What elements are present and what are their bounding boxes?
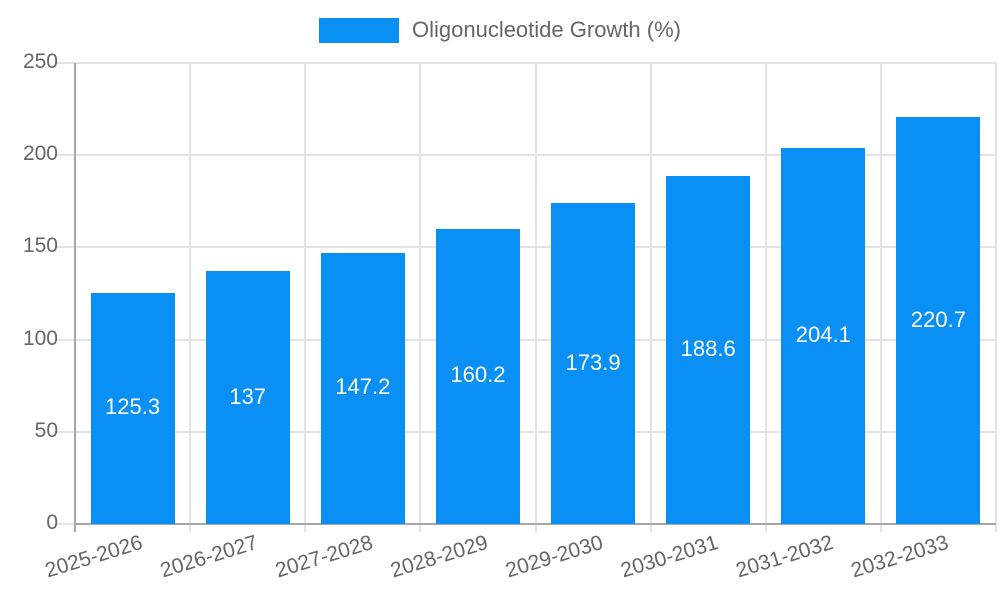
y-tick	[55, 523, 75, 525]
bar-2026-2027[interactable]	[205, 271, 290, 524]
x-gridline	[764, 63, 767, 532]
bar-value-label: 160.2	[450, 362, 506, 388]
y-axis-tick-label: 250	[22, 50, 58, 73]
bar-2031-2032[interactable]	[781, 147, 866, 524]
bar-value-label: 173.9	[565, 349, 621, 375]
bar-2027-2028[interactable]	[320, 252, 405, 524]
x-axis-line	[75, 523, 996, 525]
legend-label: Oligonucleotide Growth (%)	[411, 17, 681, 42]
chart-legend: Oligonucleotide Growth (%)	[0, 17, 1000, 43]
x-gridline	[189, 63, 192, 532]
legend-swatch	[318, 17, 399, 43]
y-axis-tick-label: 150	[22, 234, 58, 258]
y-axis-tick-label: 100	[22, 326, 58, 350]
y-gridline	[55, 154, 996, 157]
y-axis-line	[74, 63, 76, 532]
x-gridline	[304, 63, 307, 532]
y-axis-tick-label: 50	[34, 418, 58, 442]
y-gridline	[55, 246, 996, 249]
bar-value-label: 220.7	[910, 306, 966, 332]
bar-2025-2026[interactable]	[90, 292, 175, 524]
bar-value-label: 188.6	[680, 336, 736, 362]
x-gridline	[649, 63, 652, 532]
bar-2028-2029[interactable]	[435, 228, 520, 524]
bar-value-label: 137	[229, 383, 267, 409]
x-gridline	[534, 63, 537, 532]
y-axis-tick-label: 0	[46, 511, 58, 534]
y-gridline	[55, 338, 996, 341]
x-gridline	[995, 63, 997, 532]
x-gridline	[419, 63, 422, 532]
bar-value-label: 204.1	[795, 321, 851, 347]
legend-item-oligonucleotide-growth[interactable]: Oligonucleotide Growth (%)	[318, 17, 681, 43]
bar-2029-2030[interactable]	[551, 203, 636, 524]
bar-2032-2033[interactable]	[896, 117, 981, 524]
y-axis-tick-label: 200	[22, 142, 58, 166]
y-gridline	[55, 430, 996, 433]
x-gridline	[879, 63, 882, 532]
y-gridline	[55, 62, 996, 64]
bar-value-label: 125.3	[105, 394, 161, 420]
bar-2030-2031[interactable]	[666, 176, 751, 524]
bar-value-label: 147.2	[335, 374, 391, 400]
